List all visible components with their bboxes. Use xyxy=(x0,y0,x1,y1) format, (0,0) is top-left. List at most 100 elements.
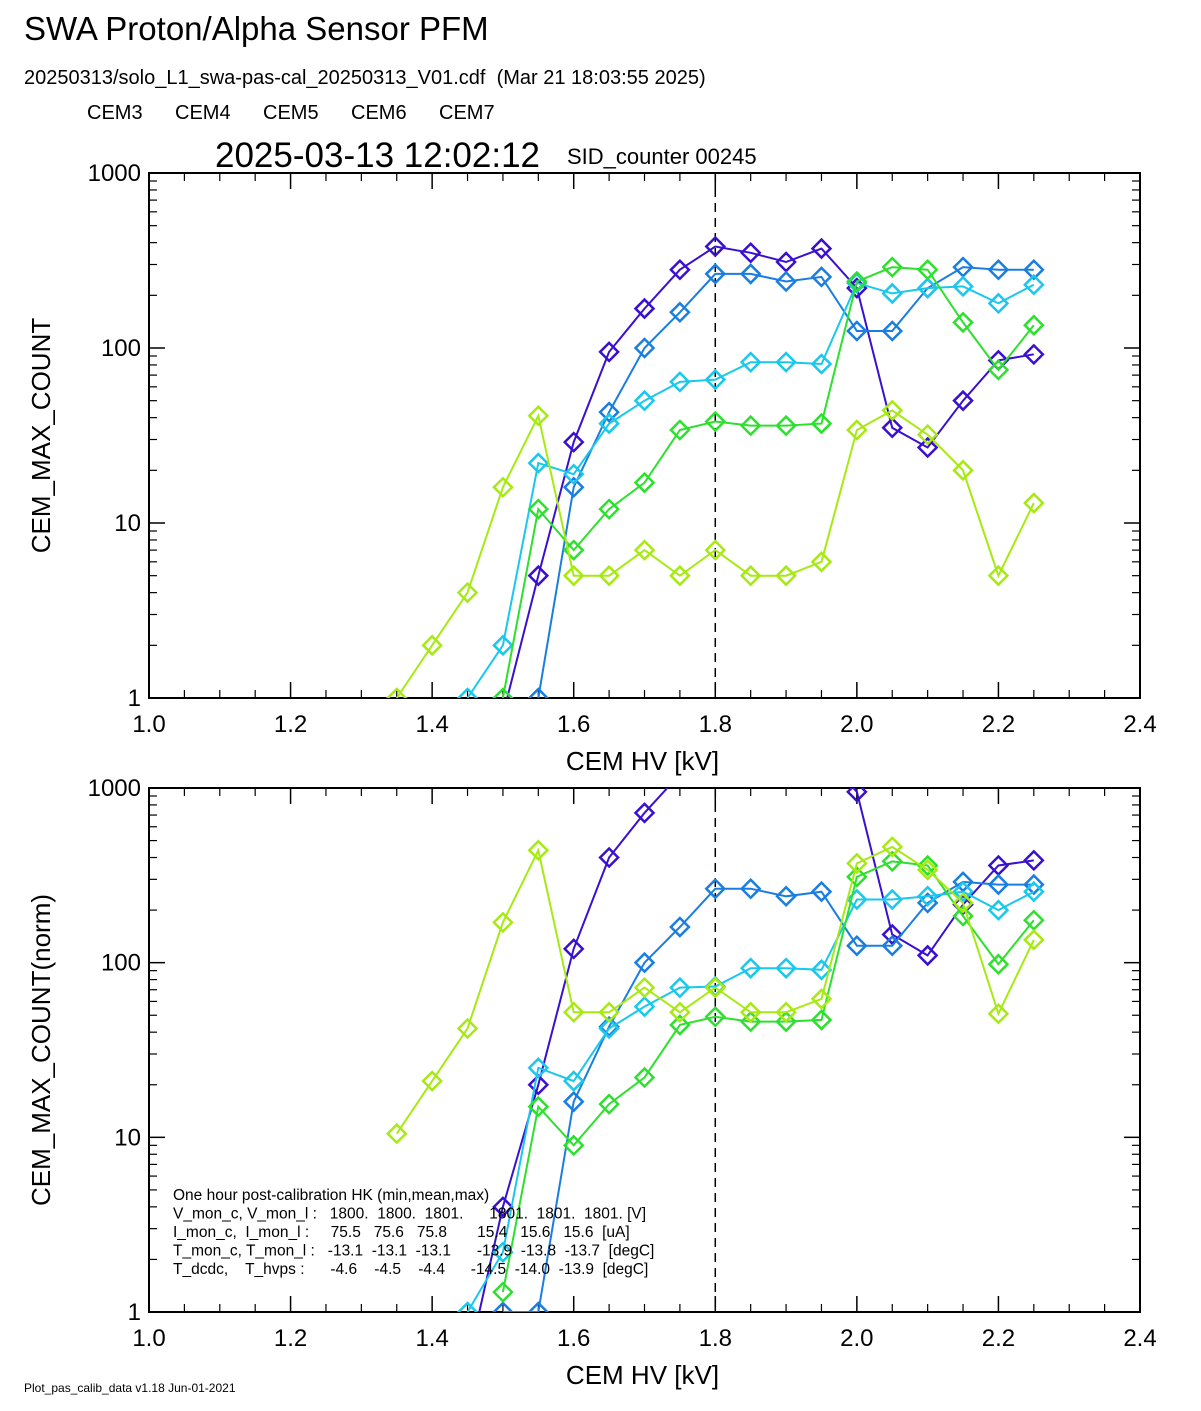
data-point xyxy=(777,757,795,775)
data-point xyxy=(775,351,797,373)
data-point xyxy=(952,275,974,298)
data-point xyxy=(812,744,830,762)
data-point xyxy=(810,353,833,375)
series-line xyxy=(501,266,1035,698)
y-tick-label: 1000 xyxy=(88,775,141,802)
data-point xyxy=(527,404,550,427)
data-point xyxy=(598,412,620,435)
y-tick-label: 10 xyxy=(114,1124,141,1151)
y-tick-label: 1 xyxy=(128,1299,141,1326)
data-point xyxy=(492,1281,514,1303)
x-tick-label: 1.8 xyxy=(699,1325,732,1352)
data-point xyxy=(916,944,939,967)
data-point xyxy=(456,1017,479,1040)
page-title: SWA Proton/Alpha Sensor PFM xyxy=(24,10,489,47)
y-axis-label: CEM_MAX_COUNT xyxy=(26,318,56,554)
x-axis-label: CEM HV [kV] xyxy=(566,746,719,776)
data-point xyxy=(669,976,691,999)
data-point xyxy=(704,263,727,285)
data-point xyxy=(562,431,585,453)
data-point xyxy=(1023,343,1045,366)
data-point xyxy=(527,1095,550,1118)
data-point xyxy=(881,256,904,278)
data-point xyxy=(810,266,833,288)
series-line xyxy=(466,890,1035,1312)
data-point xyxy=(810,959,833,981)
x-tick-label: 2.2 xyxy=(982,1325,1015,1352)
data-point xyxy=(810,412,833,435)
series-line xyxy=(537,266,1034,698)
data-point xyxy=(1023,849,1045,872)
data-point xyxy=(987,1002,1010,1025)
x-tick-label: 1.4 xyxy=(415,1325,448,1352)
data-point xyxy=(527,1057,550,1079)
data-point xyxy=(704,539,727,561)
data-point xyxy=(739,877,762,900)
data-point xyxy=(916,436,939,459)
data-point xyxy=(456,581,479,604)
data-point xyxy=(633,297,656,320)
data-point xyxy=(704,368,727,391)
legend-entry: CEM3 xyxy=(87,102,143,124)
x-tick-label: 1.2 xyxy=(274,711,307,738)
data-point xyxy=(633,539,656,561)
data-point xyxy=(987,359,1010,381)
data-point xyxy=(492,1241,514,1263)
series-line xyxy=(466,281,1035,698)
data-point xyxy=(598,1017,620,1040)
data-point xyxy=(739,1010,762,1033)
data-point xyxy=(846,788,868,803)
data-point xyxy=(527,1301,550,1312)
data-point xyxy=(704,1006,727,1028)
data-point xyxy=(916,859,939,881)
data-point xyxy=(492,634,514,657)
data-point xyxy=(633,1066,656,1089)
data-point xyxy=(562,1070,585,1092)
data-point xyxy=(704,976,727,999)
data-point xyxy=(1023,492,1045,514)
data-point xyxy=(952,389,974,412)
data-point xyxy=(881,282,904,305)
data-point xyxy=(385,1122,408,1145)
y-tick-label: 1 xyxy=(128,685,141,712)
y-axis-label: CEM_MAX_COUNT(norm) xyxy=(26,894,56,1206)
data-point xyxy=(633,802,656,824)
data-point xyxy=(846,888,868,911)
x-tick-label: 2.0 xyxy=(840,711,873,738)
series-group xyxy=(385,235,1045,698)
data-point xyxy=(881,923,904,946)
y-tick-label: 1000 xyxy=(88,160,141,187)
plot-frame xyxy=(148,172,1141,699)
data-point xyxy=(492,687,514,698)
data-point xyxy=(385,687,408,698)
data-point xyxy=(739,414,762,437)
data-point xyxy=(456,687,479,698)
data-point xyxy=(881,417,904,439)
legend-entry: CEM6 xyxy=(351,102,407,124)
data-point xyxy=(916,854,939,877)
data-point xyxy=(633,995,656,1018)
data-point xyxy=(775,957,797,979)
data-point xyxy=(739,242,762,264)
data-point xyxy=(562,463,585,485)
data-point xyxy=(810,880,833,903)
data-point xyxy=(952,880,974,903)
data-point xyxy=(916,258,939,281)
data-point xyxy=(916,423,939,446)
data-point xyxy=(562,476,585,499)
data-point xyxy=(810,237,833,260)
footer: Plot_pas_calib_data v1.18 Jun-01-2021 xyxy=(24,1381,236,1395)
data-point xyxy=(704,877,727,900)
data-point xyxy=(527,1073,550,1096)
data-point xyxy=(598,564,620,587)
data-point xyxy=(633,389,656,412)
data-point xyxy=(598,1001,620,1024)
series-group xyxy=(385,744,1045,1312)
data-point xyxy=(810,988,833,1010)
data-point xyxy=(598,401,620,423)
data-point xyxy=(562,1090,585,1113)
x-tick-label: 1.0 xyxy=(132,711,165,738)
data-point xyxy=(1023,873,1045,896)
data-point xyxy=(633,976,656,999)
y-tick-label: 10 xyxy=(114,510,141,537)
